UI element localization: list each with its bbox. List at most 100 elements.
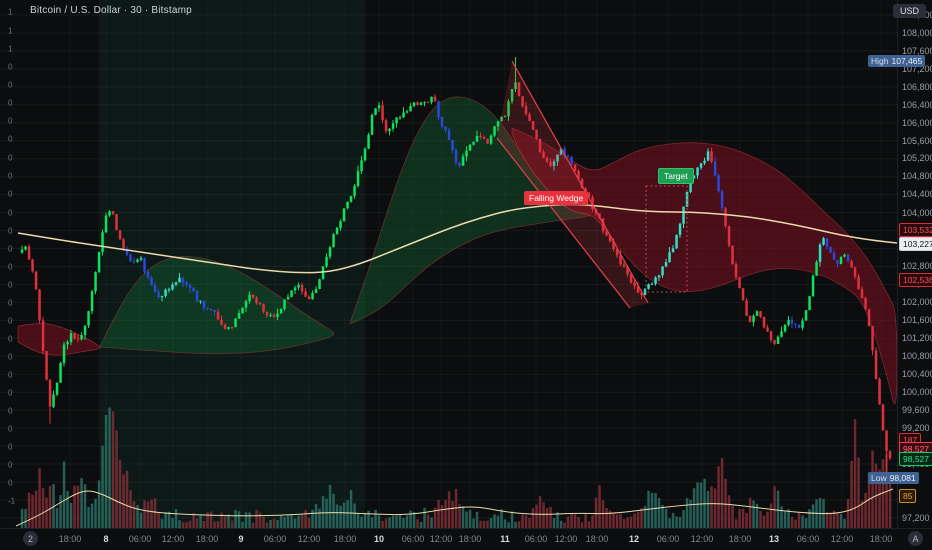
- time-axis-label: 18:00: [195, 534, 219, 544]
- time-axis-label: 18:00: [333, 534, 357, 544]
- time-axis-label: 10: [373, 534, 385, 544]
- time-axis-label: 18:00: [58, 534, 82, 544]
- time-axis-label: 06:00: [796, 534, 820, 544]
- time-axis-label: 11: [500, 534, 510, 544]
- price-axis-label: 106,400: [902, 100, 932, 110]
- time-axis-label: 9: [238, 534, 244, 544]
- price-axis-label: 101,200: [902, 333, 932, 343]
- ribbon-cloud-red-main: [511, 127, 898, 405]
- left-axis-label: 0: [8, 116, 13, 126]
- time-axis-label: 12:00: [161, 534, 185, 544]
- price-axis-label: 102,800: [902, 261, 932, 271]
- falling-wedge-pattern[interactable]: [497, 61, 648, 308]
- left-axis-label: 0: [8, 208, 13, 218]
- price-axis-label: 104,800: [902, 171, 932, 181]
- time-axis-label: 12:00: [690, 534, 714, 544]
- time-axis[interactable]: 18:00 8 06:00 12:00 18:00 9 06:00 12:00 18:00 10 0…: [0, 528, 932, 550]
- price-axis-label: 101,600: [902, 315, 932, 325]
- time-axis-label: 06:00: [656, 534, 680, 544]
- time-axis-label: 12:00: [297, 534, 321, 544]
- left-axis-label: 0: [8, 460, 13, 470]
- left-axis-label: 0: [8, 370, 13, 380]
- price-badge: 85: [899, 489, 917, 503]
- left-axis-label: 0: [8, 153, 13, 163]
- left-axis-label: -1: [8, 496, 16, 506]
- left-axis-label: 0: [8, 478, 13, 488]
- time-axis-label: 06:00: [263, 534, 287, 544]
- price-axis-label: 107,600: [902, 46, 932, 56]
- time-axis-label: 13: [768, 534, 780, 544]
- left-axis-label: 0: [8, 62, 13, 72]
- price-axis-label: 99,200: [902, 423, 930, 433]
- left-axis-label: 0: [8, 388, 13, 398]
- volume-ma-line: [15, 488, 894, 527]
- left-axis-label: 0: [8, 98, 13, 108]
- price-axis-label: 104,400: [902, 189, 932, 199]
- price-axis-label: 105,600: [902, 136, 932, 146]
- left-axis-label: 0: [8, 298, 13, 308]
- time-axis-label: 18:00: [458, 534, 482, 544]
- symbol-title: Bitcoin / U.S. Dollar · 30 · Bitstamp: [30, 5, 192, 16]
- time-axis-label: 12:00: [830, 534, 854, 544]
- left-axis-label: 0: [8, 244, 13, 254]
- time-axis-label: 18:00: [585, 534, 609, 544]
- price-axis-label: 100,800: [902, 351, 932, 361]
- autoscale-button[interactable]: A: [908, 531, 923, 546]
- left-axis-label: 0: [8, 406, 13, 416]
- volume-series: [20, 407, 892, 528]
- ribbon-cloud-red-left: [17, 323, 101, 356]
- left-axis-label: 1: [8, 26, 13, 36]
- time-axis-label: 06:00: [401, 534, 425, 544]
- left-axis-label: 0: [8, 280, 13, 290]
- left-axis-label: 0: [8, 80, 13, 90]
- price-badge: 102,536: [899, 273, 932, 287]
- right-price-axis[interactable]: 108,400108,000107,600107,200106,800106,4…: [868, 0, 932, 528]
- price-badge: 98,527: [899, 452, 932, 466]
- left-axis-label: 0: [8, 424, 13, 434]
- left-axis-label: 0: [8, 189, 13, 199]
- price-axis-label: 102,000: [902, 297, 932, 307]
- drawing-count-badge[interactable]: 2: [23, 531, 38, 546]
- time-axis-label: 06:00: [128, 534, 152, 544]
- price-badge: Low 98,081: [868, 472, 919, 484]
- falling-wedge-label[interactable]: Falling Wedge: [524, 191, 589, 205]
- left-axis-label: 0: [8, 134, 13, 144]
- time-axis-label: 18:00: [869, 534, 893, 544]
- time-axis-label: 12: [628, 534, 640, 544]
- price-axis-label: 106,000: [902, 118, 932, 128]
- price-axis-label: 100,400: [902, 369, 932, 379]
- price-badge: 103,532: [899, 223, 932, 237]
- price-axis-label: 104,000: [902, 208, 932, 218]
- price-badge: High 107,465: [868, 55, 926, 67]
- ribbon-cloud-green-left: [99, 256, 335, 355]
- price-axis-label: 106,800: [902, 82, 932, 92]
- left-axis-label: 0: [8, 171, 13, 181]
- time-axis-label: 12:00: [554, 534, 578, 544]
- left-axis-label: 0: [8, 334, 13, 344]
- left-axis-label: 0: [8, 316, 13, 326]
- time-axis-label: 18:00: [728, 534, 752, 544]
- time-axis-label: 06:00: [524, 534, 548, 544]
- target-label[interactable]: Target: [658, 168, 694, 184]
- price-axis-label: 100,000: [902, 387, 932, 397]
- target-projection-box[interactable]: [645, 185, 688, 293]
- price-axis-label: 107,200: [902, 64, 932, 74]
- price-axis-label: 99,600: [902, 405, 930, 415]
- left-axis-label: 0: [8, 226, 13, 236]
- left-axis-label: 0: [8, 262, 13, 272]
- left-axis-label: 0: [8, 352, 13, 362]
- session-highlight: [99, 0, 365, 528]
- candlestick-series: [20, 57, 892, 479]
- currency-button[interactable]: USD: [892, 4, 926, 18]
- left-price-axis: 1 1 1 0 0 0 0 0 0 0 0 0 0 0 0 0 0 0 0 0 0 0 0 0 0 0 0 -1: [0, 0, 24, 528]
- time-axis-label: 8: [103, 534, 109, 544]
- time-axis-label: 12:00: [429, 534, 453, 544]
- left-axis-label: 0: [8, 442, 13, 452]
- price-axis-label: 108,000: [902, 28, 932, 38]
- left-axis-label: 1: [8, 44, 13, 54]
- price-axis-label: 105,200: [902, 153, 932, 163]
- price-axis-label: 97,200: [902, 513, 930, 523]
- ma-line: [17, 203, 898, 274]
